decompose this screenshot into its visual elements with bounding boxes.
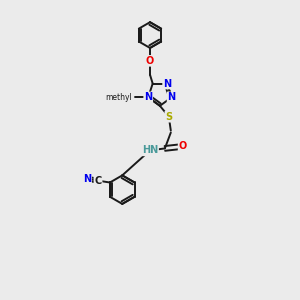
Text: N: N (167, 92, 176, 102)
Text: C: C (94, 176, 102, 185)
Text: methyl: methyl (106, 93, 132, 102)
Text: N: N (163, 79, 171, 88)
Text: N: N (83, 174, 91, 184)
Text: S: S (165, 112, 172, 122)
Text: O: O (146, 56, 154, 66)
Text: N: N (144, 92, 152, 102)
Text: HN: HN (142, 146, 158, 155)
Text: O: O (178, 141, 187, 152)
